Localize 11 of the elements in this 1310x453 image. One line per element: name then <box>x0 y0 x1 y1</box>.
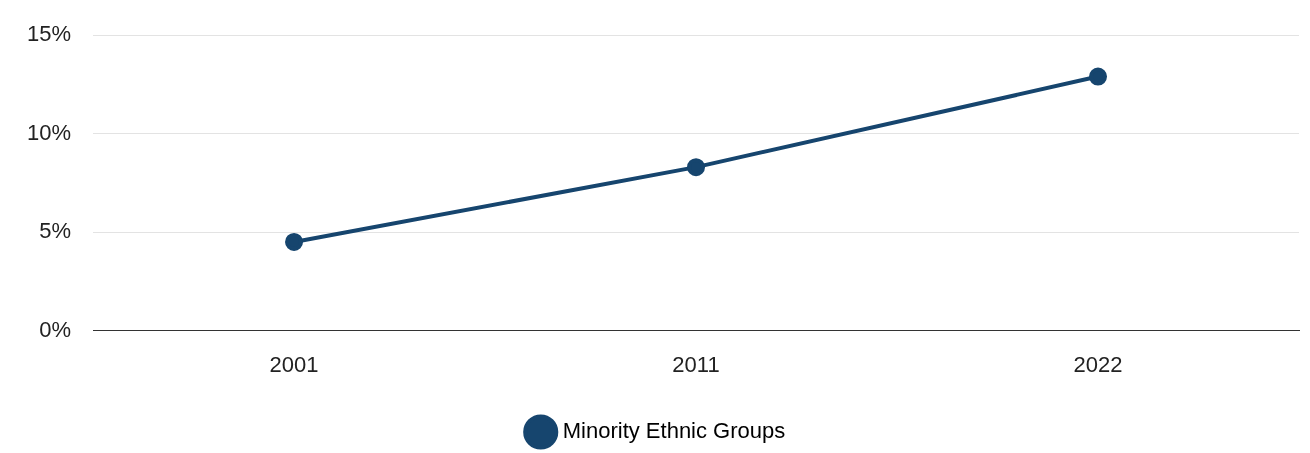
point <box>1089 67 1108 86</box>
y-tick-label: 5% <box>39 218 72 244</box>
x-tick-label: 2011 <box>672 351 720 377</box>
x-tick-label: 2022 <box>1073 351 1123 377</box>
y-tick-label: 15% <box>26 21 72 47</box>
point <box>687 158 706 177</box>
y-tick-label: 0% <box>39 316 72 342</box>
x-tick-label: 2001 <box>269 351 319 377</box>
point <box>285 232 304 251</box>
y-tick-label: 10% <box>26 119 72 145</box>
legend-label: Minority Ethnic Groups <box>562 418 786 444</box>
